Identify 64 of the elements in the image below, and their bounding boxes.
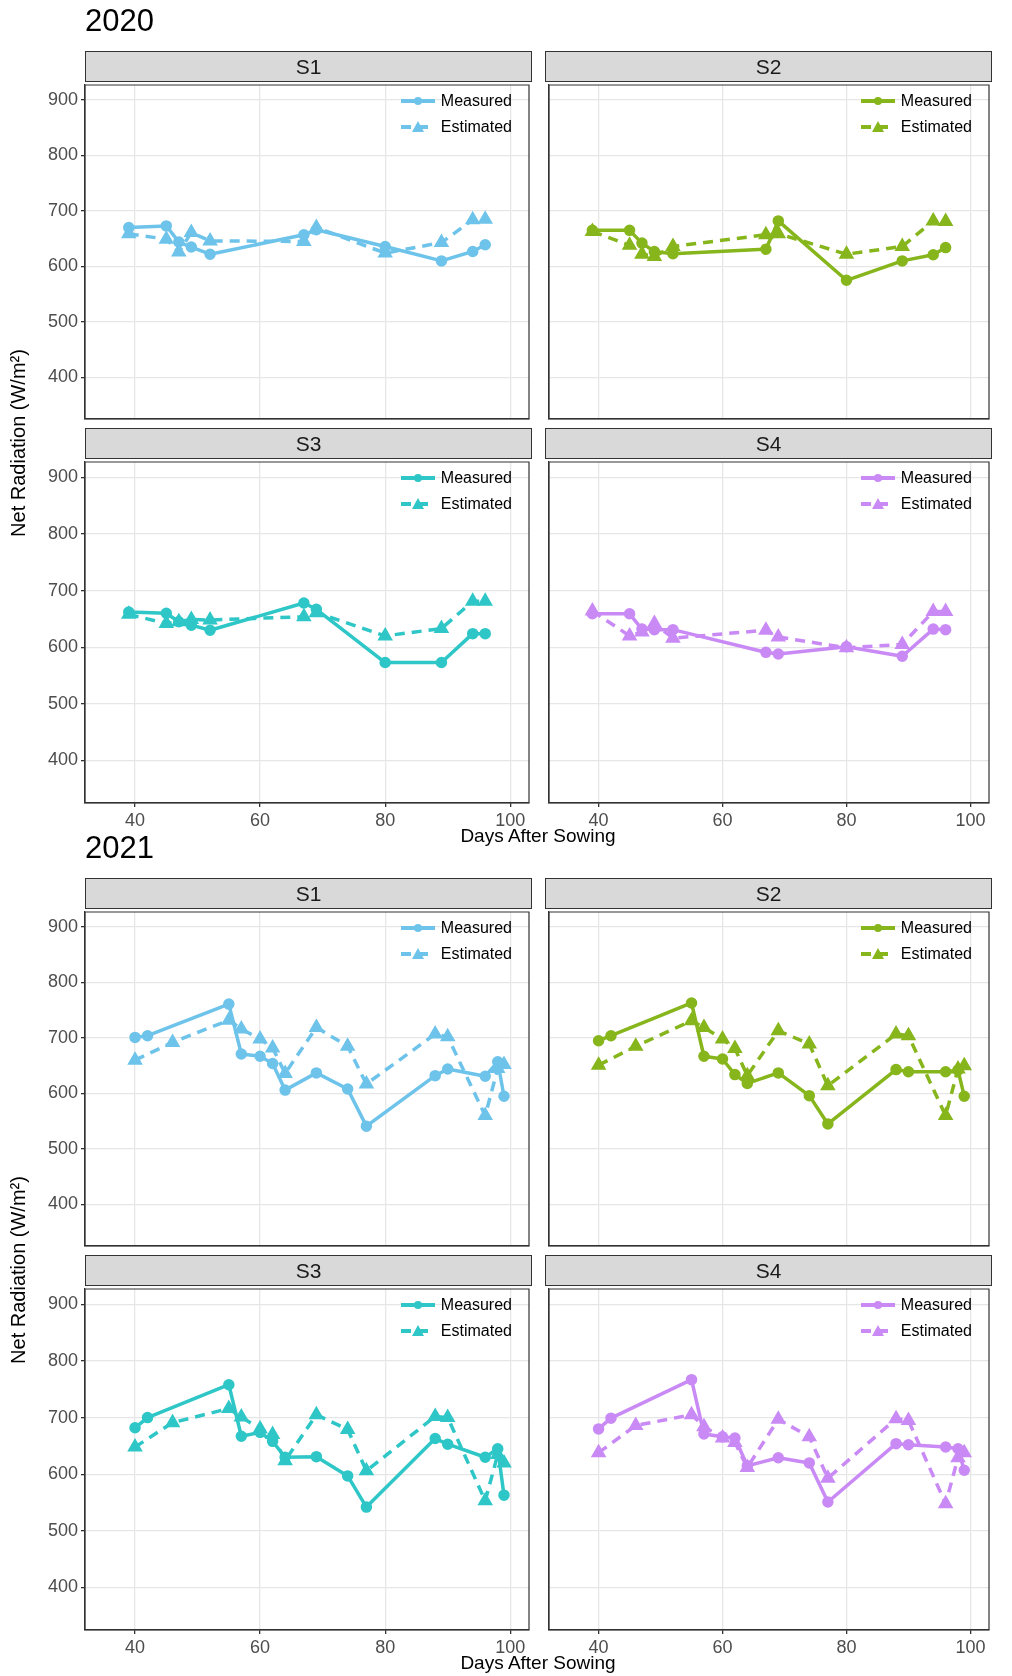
y-tick-label: 700 (47, 1026, 78, 1047)
y-tick-label: 900 (47, 88, 78, 109)
y-tick-label: 400 (47, 366, 78, 387)
text: 2021 (85, 830, 154, 866)
y-tick-label: 400 (47, 749, 78, 770)
legend-label: Measured (900, 469, 972, 487)
y-axis-title: Net Radiation (W/m²) (7, 347, 30, 539)
y-tick-label: 600 (47, 255, 78, 276)
x-tick-label: 60 (712, 809, 733, 830)
x-tick-label: 40 (125, 809, 146, 830)
y-tick-label: 500 (47, 1137, 78, 1158)
x-tick-label: 100 (955, 809, 986, 830)
y-tick-label: 900 (47, 915, 78, 936)
y-tick-label: 800 (47, 144, 78, 165)
chart-title: S1 (85, 51, 532, 82)
x-tick-label: 60 (250, 1636, 271, 1657)
legend-label: Measured (440, 1296, 512, 1314)
x-tick-label: 60 (712, 1636, 733, 1657)
y-tick-label: 400 (47, 1193, 78, 1214)
chart-title: S4 (545, 428, 992, 459)
chart-title: S1 (85, 878, 532, 909)
legend-label: Measured (900, 1296, 972, 1314)
legend-label: Estimated (440, 495, 512, 513)
x-tick-label: 60 (250, 809, 271, 830)
legend-label: Estimated (440, 1322, 512, 1340)
legend-label: Measured (440, 919, 512, 937)
chart-title: S4 (545, 1255, 992, 1286)
y-axis-title: Net Radiation (W/m²) (7, 1174, 30, 1366)
y-tick-label: 500 (47, 1519, 78, 1540)
legend-label: Estimated (900, 945, 972, 963)
legend-label: Measured (900, 919, 972, 937)
chart-title: S3 (85, 1255, 532, 1286)
legend-label: Estimated (440, 945, 512, 963)
y-tick-label: 900 (47, 1293, 78, 1314)
text: 2020 (85, 3, 154, 39)
y-tick-label: 900 (47, 466, 78, 487)
legend-label: Estimated (900, 495, 972, 513)
y-tick-label: 700 (47, 1406, 78, 1427)
chart-title: S3 (85, 428, 532, 459)
legend-label: Measured (440, 469, 512, 487)
y-tick-label: 500 (47, 310, 78, 331)
y-tick-label: 400 (47, 1576, 78, 1597)
y-tick-label: 600 (47, 636, 78, 657)
x-tick-label: 80 (375, 1636, 396, 1657)
y-tick-label: 500 (47, 692, 78, 713)
legend-label: Measured (440, 92, 512, 110)
y-tick-label: 800 (47, 1349, 78, 1370)
chart-title: S2 (545, 878, 992, 909)
y-tick-label: 800 (47, 522, 78, 543)
y-tick-label: 600 (47, 1463, 78, 1484)
chart-title: S2 (545, 51, 992, 82)
x-tick-label: 80 (375, 809, 396, 830)
x-tick-label: 80 (836, 1636, 857, 1657)
x-tick-label: 100 (955, 1636, 986, 1657)
legend-label: Estimated (900, 118, 972, 136)
x-tick-label: 40 (125, 1636, 146, 1657)
legend-label: Estimated (440, 118, 512, 136)
y-tick-label: 600 (47, 1082, 78, 1103)
y-tick-label: 800 (47, 971, 78, 992)
y-tick-label: 700 (47, 199, 78, 220)
x-tick-label: 80 (836, 809, 857, 830)
legend-label: Measured (900, 92, 972, 110)
y-tick-label: 700 (47, 579, 78, 600)
legend-label: Estimated (900, 1322, 972, 1340)
